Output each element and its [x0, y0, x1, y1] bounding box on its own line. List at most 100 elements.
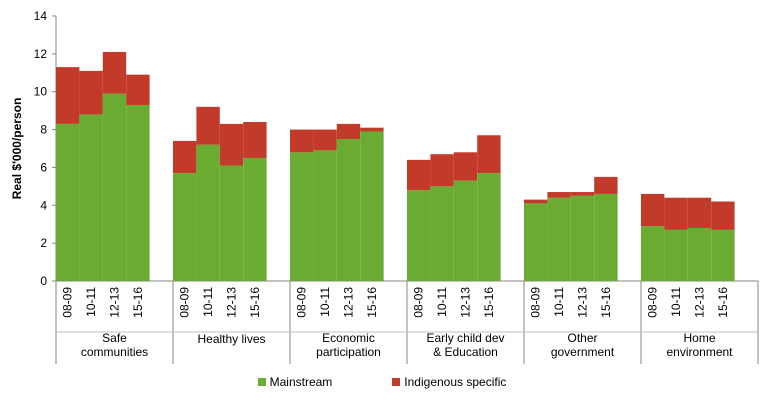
x-tick-label: 08-09 — [412, 287, 426, 318]
x-tick-label: 10-11 — [552, 287, 566, 317]
bar-indigenous-specific — [126, 74, 150, 105]
x-tick-label: 08-09 — [295, 287, 309, 318]
bar-indigenous-specific — [570, 192, 595, 196]
bar-indigenous-specific — [360, 127, 384, 132]
bar-mainstream — [102, 93, 127, 281]
y-tick-label: 14 — [34, 9, 48, 23]
bar-indigenous-specific — [430, 154, 454, 187]
bar-indigenous-specific — [56, 67, 80, 124]
y-axis-label: Real $'000/person — [10, 98, 24, 200]
bar-indigenous-specific — [711, 201, 735, 230]
x-tick-label: 15-16 — [365, 287, 379, 318]
group-label: Other — [567, 331, 597, 345]
bar-indigenous-specific — [196, 106, 220, 145]
bar-indigenous-specific — [173, 140, 197, 174]
bar-mainstream — [126, 104, 150, 281]
legend-swatch-indigenous-specific — [392, 378, 401, 386]
legend-item-indigenous-specific: Indigenous specific — [392, 375, 506, 389]
bar-indigenous-specific — [79, 70, 103, 115]
bar-mainstream — [547, 197, 571, 281]
x-tick-label: 08-09 — [178, 287, 192, 318]
bar-indigenous-specific — [641, 193, 665, 227]
bar-mainstream — [290, 152, 314, 281]
y-tick-label: 10 — [34, 85, 48, 99]
x-tick-label: 15-16 — [482, 287, 496, 318]
y-tick-label: 2 — [40, 236, 47, 250]
x-tick-label: 15-16 — [248, 287, 262, 318]
group-label: communities — [81, 345, 148, 359]
bar-indigenous-specific — [664, 197, 688, 230]
bar-mainstream — [173, 173, 197, 281]
x-tick-label: 08-09 — [646, 287, 660, 318]
bar-mainstream — [56, 123, 80, 282]
bar-mainstream — [711, 229, 735, 281]
group-label: Home — [683, 331, 715, 345]
legend-item-mainstream: Mainstream — [257, 375, 333, 389]
x-tick-label: 15-16 — [599, 287, 613, 318]
bar-mainstream — [313, 150, 337, 281]
bar-mainstream — [336, 139, 361, 281]
bar-mainstream — [219, 165, 244, 281]
x-tick-label: 12-13 — [693, 287, 707, 318]
y-tick-label: 6 — [40, 160, 47, 174]
x-tick-label: 10-11 — [669, 287, 683, 317]
bar-mainstream — [430, 186, 454, 281]
x-tick-label: 12-13 — [576, 287, 590, 318]
x-tick-label: 12-13 — [225, 287, 239, 318]
bar-mainstream — [524, 203, 548, 281]
bar-mainstream — [79, 114, 103, 281]
x-tick-label: 10-11 — [435, 287, 449, 317]
legend-swatch-mainstream — [257, 378, 266, 386]
bar-indigenous-specific — [524, 199, 548, 204]
bar-indigenous-specific — [290, 129, 314, 153]
group-label: Economic — [322, 331, 375, 345]
group-label: government — [551, 345, 615, 359]
group-label: & Education — [433, 345, 498, 359]
x-tick-label: 15-16 — [716, 287, 730, 318]
x-tick-label: 12-13 — [459, 287, 473, 318]
group-label: Safe — [102, 331, 127, 345]
bar-mainstream — [243, 157, 267, 281]
bar-indigenous-specific — [243, 122, 267, 158]
bar-indigenous-specific — [219, 123, 244, 166]
bar-mainstream — [407, 190, 431, 281]
x-tick-label: 08-09 — [529, 287, 543, 318]
x-tick-label: 08-09 — [61, 287, 75, 318]
x-tick-label: 10-11 — [84, 287, 98, 317]
bar-indigenous-specific — [687, 197, 712, 228]
group-label: Early child dev — [426, 331, 504, 345]
group-label: environment — [666, 345, 733, 359]
bar-mainstream — [687, 228, 712, 281]
bar-indigenous-specific — [477, 135, 501, 174]
y-tick-label: 8 — [40, 123, 47, 137]
group-label: participation — [316, 345, 381, 359]
bar-mainstream — [594, 193, 618, 281]
x-tick-label: 12-13 — [108, 287, 122, 318]
bar-indigenous-specific — [407, 159, 431, 191]
bar-mainstream — [477, 173, 501, 281]
y-tick-label: 0 — [40, 274, 47, 288]
x-tick-label: 10-11 — [201, 287, 215, 317]
x-tick-label: 12-13 — [342, 287, 356, 318]
bar-indigenous-specific — [453, 152, 478, 181]
legend-label-mainstream: Mainstream — [269, 375, 333, 389]
bar-mainstream — [664, 229, 688, 281]
bar-mainstream — [453, 180, 478, 281]
bar-indigenous-specific — [313, 129, 337, 151]
x-tick-label: 15-16 — [131, 287, 145, 318]
bar-indigenous-specific — [547, 192, 571, 198]
bar-mainstream — [196, 144, 220, 281]
bar-indigenous-specific — [336, 123, 361, 140]
legend-label-indigenous-specific: Indigenous specific — [404, 375, 507, 389]
y-tick-label: 4 — [40, 198, 47, 212]
bar-mainstream — [570, 195, 595, 281]
x-tick-label: 10-11 — [318, 287, 332, 317]
legend: Mainstream Indigenous specific — [0, 375, 764, 389]
group-label: Healthy lives — [197, 332, 265, 346]
y-tick-label: 12 — [34, 47, 48, 61]
bar-mainstream — [360, 131, 384, 281]
bar-mainstream — [641, 226, 665, 281]
bar-indigenous-specific — [102, 51, 127, 94]
